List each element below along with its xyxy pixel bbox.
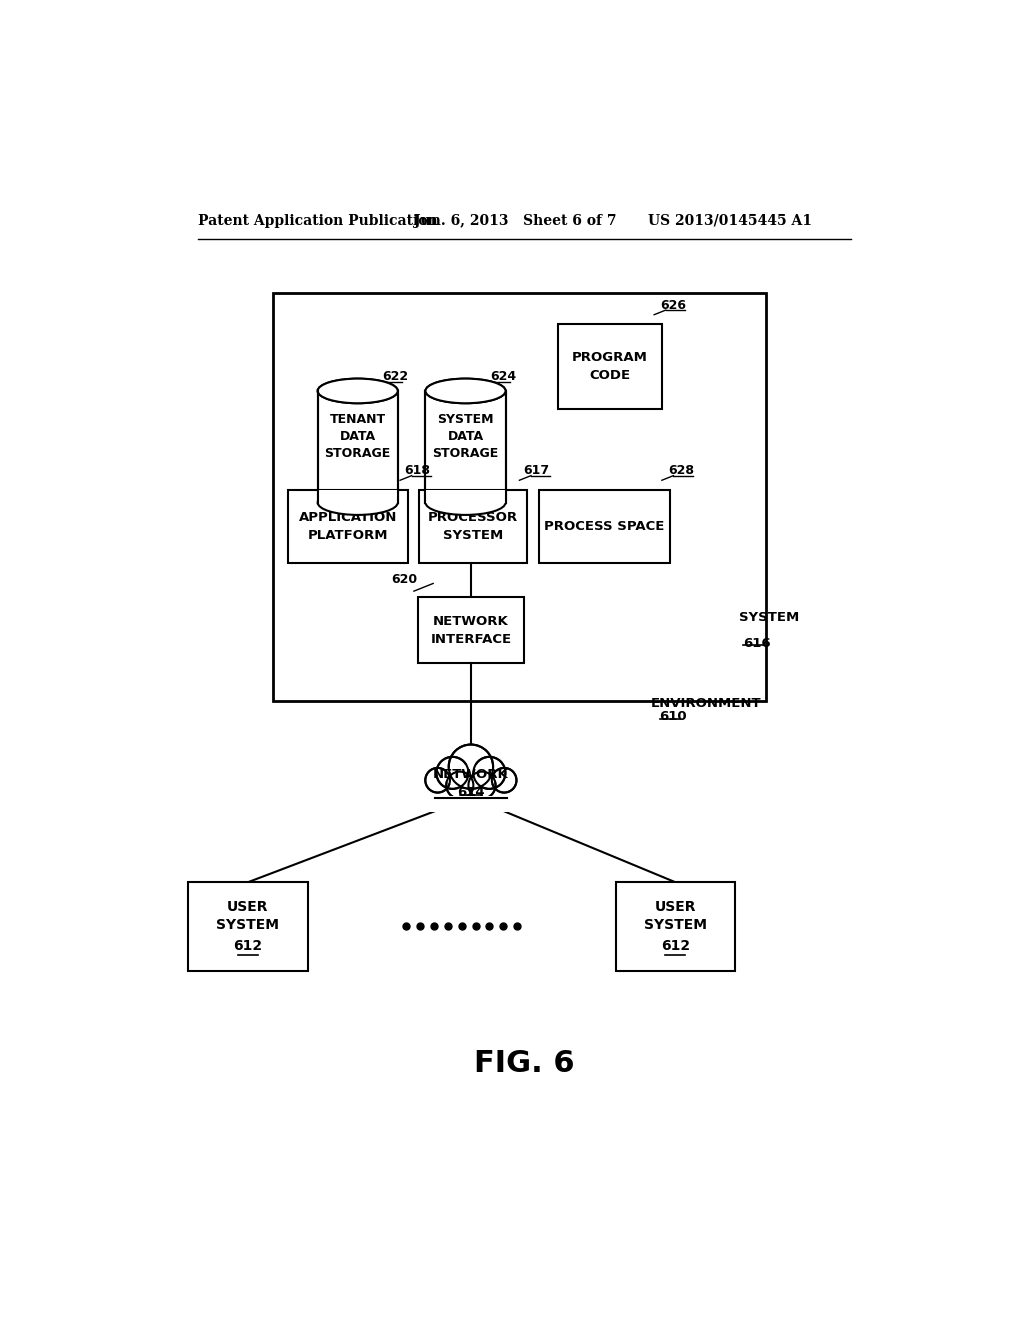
- Bar: [419, 490, 527, 562]
- Text: TENANT
DATA
STORAGE: TENANT DATA STORAGE: [325, 413, 391, 459]
- Ellipse shape: [425, 490, 506, 515]
- Ellipse shape: [317, 379, 397, 404]
- Circle shape: [492, 768, 516, 792]
- Text: 616: 616: [742, 636, 770, 649]
- Ellipse shape: [317, 379, 397, 404]
- Text: USER
SYSTEM: USER SYSTEM: [216, 900, 280, 932]
- Bar: [428, 796, 514, 812]
- Ellipse shape: [425, 379, 506, 404]
- Text: 622: 622: [382, 370, 409, 383]
- Text: NETWORK
INTERFACE: NETWORK INTERFACE: [430, 615, 511, 645]
- Circle shape: [425, 768, 450, 792]
- Text: Patent Application Publication: Patent Application Publication: [199, 214, 438, 228]
- Ellipse shape: [442, 764, 500, 788]
- Ellipse shape: [317, 490, 397, 515]
- Circle shape: [446, 772, 473, 799]
- Text: 617: 617: [523, 465, 550, 477]
- Text: APPLICATION
PLATFORM: APPLICATION PLATFORM: [299, 511, 397, 541]
- Text: 628: 628: [668, 465, 694, 477]
- Text: USER
SYSTEM: USER SYSTEM: [644, 900, 707, 932]
- Text: ENVIRONMENT: ENVIRONMENT: [650, 697, 761, 710]
- Text: PROCESS SPACE: PROCESS SPACE: [544, 520, 665, 532]
- Text: 618: 618: [403, 465, 430, 477]
- Text: 612: 612: [660, 939, 690, 953]
- Bar: [289, 490, 408, 562]
- Bar: [317, 391, 397, 503]
- Ellipse shape: [440, 762, 502, 789]
- Text: 610: 610: [659, 710, 687, 723]
- Text: NETWORK: NETWORK: [433, 768, 509, 781]
- Bar: [273, 293, 766, 701]
- Ellipse shape: [425, 379, 506, 404]
- Bar: [425, 391, 506, 503]
- Text: SYSTEM
DATA
STORAGE: SYSTEM DATA STORAGE: [432, 413, 499, 459]
- Bar: [188, 882, 307, 970]
- Circle shape: [449, 744, 494, 789]
- Bar: [615, 882, 735, 970]
- Text: PROCESSOR
SYSTEM: PROCESSOR SYSTEM: [428, 511, 518, 541]
- Text: SYSTEM: SYSTEM: [739, 611, 799, 624]
- Text: 620: 620: [391, 573, 417, 586]
- Text: FIG. 6: FIG. 6: [474, 1048, 575, 1077]
- Circle shape: [436, 756, 468, 789]
- Bar: [316, 490, 398, 503]
- Bar: [558, 323, 662, 409]
- Bar: [418, 597, 524, 663]
- Text: PROGRAM
CODE: PROGRAM CODE: [572, 351, 648, 381]
- Text: 612: 612: [233, 939, 262, 953]
- Circle shape: [468, 772, 496, 799]
- Circle shape: [473, 756, 506, 789]
- Bar: [539, 490, 670, 562]
- Text: 624: 624: [490, 370, 516, 383]
- Text: Jun. 6, 2013   Sheet 6 of 7: Jun. 6, 2013 Sheet 6 of 7: [414, 214, 616, 228]
- Text: US 2013/0145445 A1: US 2013/0145445 A1: [648, 214, 812, 228]
- Bar: [425, 490, 506, 503]
- Text: 626: 626: [660, 298, 686, 312]
- Text: 614: 614: [457, 785, 484, 799]
